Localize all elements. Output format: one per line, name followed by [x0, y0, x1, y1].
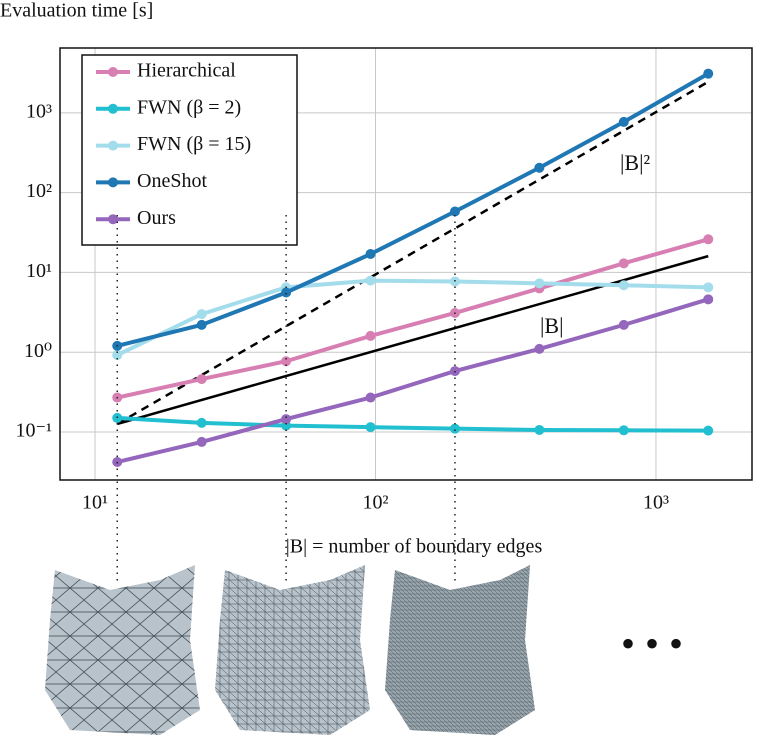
- series-line: [116, 237, 709, 400]
- legend-marker: [108, 103, 118, 114]
- legend-label: Hierarchical: [137, 60, 236, 82]
- point: [281, 287, 292, 298]
- point: [534, 424, 545, 435]
- point: [618, 319, 629, 330]
- x-tick-label: 10³: [643, 492, 669, 514]
- series-line: [116, 71, 710, 348]
- reference-label: |B|: [540, 313, 563, 338]
- point: [703, 234, 714, 245]
- y-tick-label: 10¹: [26, 260, 52, 282]
- legend-label: Ours: [137, 207, 176, 229]
- point: [196, 319, 207, 330]
- point: [365, 275, 376, 286]
- series-line: [116, 297, 709, 464]
- x-tick-label: 10¹: [82, 492, 108, 514]
- point: [365, 330, 376, 341]
- point: [196, 374, 207, 385]
- point: [618, 116, 629, 127]
- point: [281, 414, 292, 425]
- legend-label: OneShot: [137, 170, 207, 192]
- reference-line: [116, 80, 709, 426]
- point: [281, 356, 292, 367]
- point: [196, 417, 207, 428]
- mesh-head: [215, 565, 370, 735]
- point: [365, 422, 376, 433]
- legend-label: FWN (β = 15): [137, 133, 251, 155]
- x-axis-label: |B| = number of boundary edges: [286, 536, 543, 558]
- mesh-images: [45, 565, 535, 735]
- point: [534, 278, 545, 289]
- ellipsis: • • •: [621, 621, 683, 666]
- x-tick-label: 10²: [363, 492, 389, 514]
- legend-marker: [108, 140, 118, 151]
- point: [534, 343, 545, 354]
- point: [618, 258, 629, 269]
- plot: 10¹ 10² 10³ 10⁻¹ 10⁰ 10¹ 10² 10³ |B|² |B| Hierarch…: [15, 47, 753, 514]
- point: [703, 282, 714, 293]
- legend-marker: [108, 67, 118, 77]
- y-tick-label: 10³: [26, 100, 52, 122]
- mesh-head: [45, 565, 200, 735]
- mesh-head: [385, 565, 535, 735]
- point: [703, 68, 714, 79]
- y-tick-label: 10⁰: [24, 340, 52, 362]
- point: [703, 294, 714, 305]
- point: [618, 425, 629, 436]
- point: [196, 309, 207, 320]
- y-tick-label: 10⁻¹: [15, 420, 52, 442]
- series-line: [117, 415, 709, 433]
- reference-label: |B|²: [620, 150, 650, 175]
- y-tick-label: 10²: [26, 180, 52, 202]
- point: [365, 392, 376, 403]
- point: [365, 249, 376, 260]
- legend-marker: [108, 214, 118, 225]
- legend-label: FWN (β = 2): [137, 96, 241, 118]
- legend-marker: [108, 177, 118, 188]
- point: [534, 162, 545, 173]
- y-axis-label: Evaluation time [s]: [0, 0, 153, 22]
- legend: Hierarchical FWN (β = 2) FWN (β = 15) OneSh…: [81, 54, 298, 246]
- point: [703, 425, 714, 436]
- plot-frame: [59, 47, 753, 481]
- series-line: [116, 278, 709, 357]
- point: [449, 206, 460, 217]
- point: [112, 350, 123, 361]
- legend-box: [81, 54, 298, 246]
- point: [449, 423, 460, 434]
- point: [618, 280, 629, 291]
- point: [196, 436, 207, 447]
